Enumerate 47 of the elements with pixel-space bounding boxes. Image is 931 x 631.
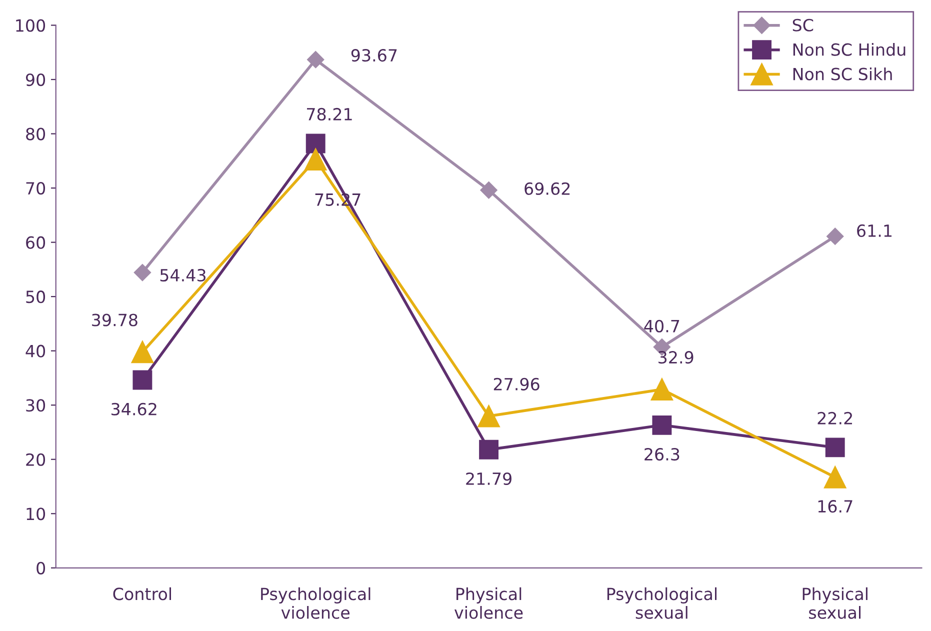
- x-tick-label: Control: [113, 587, 171, 600]
- data-label: 27.96: [494, 378, 540, 390]
- legend-label: SC: [792, 18, 814, 32]
- x-tick-label: Physical violence: [454, 587, 523, 619]
- data-label: 26.3: [644, 448, 680, 461]
- y-tick-label: 50: [26, 290, 46, 304]
- data-label: 39.78: [92, 314, 138, 326]
- data-label: 22.2: [818, 412, 852, 424]
- point: [131, 340, 154, 364]
- legend-label: Non SC Sikh: [793, 67, 892, 80]
- y-tick-label: 30: [26, 399, 46, 412]
- data-label: 40.7: [644, 320, 680, 332]
- point: [650, 378, 674, 400]
- point: [304, 148, 327, 171]
- data-label: 54.43: [160, 268, 206, 282]
- x-tick-label: Psychological sexual: [607, 587, 717, 619]
- point: [478, 405, 500, 428]
- x-tick-label: Psychological violence: [261, 587, 370, 619]
- point: [824, 466, 846, 488]
- data-label: 34.62: [112, 402, 156, 416]
- y-tick-label: 10: [26, 508, 46, 520]
- point: [479, 440, 498, 460]
- legend-label: Non SC Hindu: [793, 42, 906, 56]
- y-tick-label: 60: [26, 236, 46, 249]
- x-tick-label: Physical sexual: [802, 587, 868, 619]
- point: [307, 51, 324, 68]
- data-label: 69.62: [524, 182, 570, 195]
- point: [306, 134, 326, 154]
- point: [652, 415, 672, 435]
- data-label: 78.21: [307, 108, 352, 121]
- y-tick-label: 20: [26, 453, 46, 466]
- y-tick-label: 40: [26, 344, 46, 358]
- point: [132, 370, 152, 390]
- y-tick-label: 0: [36, 562, 46, 574]
- y-tick-label: 90: [26, 73, 46, 86]
- point: [134, 264, 151, 282]
- point: [825, 438, 845, 458]
- data-label: 16.7: [818, 500, 852, 513]
- point: [826, 228, 844, 245]
- y-tick-label: 100: [16, 19, 46, 32]
- data-label: 93.67: [351, 49, 397, 62]
- data-label: 21.79: [466, 472, 512, 486]
- data-label: 32.9: [658, 351, 694, 364]
- y-tick-label: 70: [26, 182, 46, 195]
- y-tick-label: 80: [26, 128, 46, 140]
- data-label: 61.1: [857, 224, 892, 238]
- point: [480, 182, 498, 199]
